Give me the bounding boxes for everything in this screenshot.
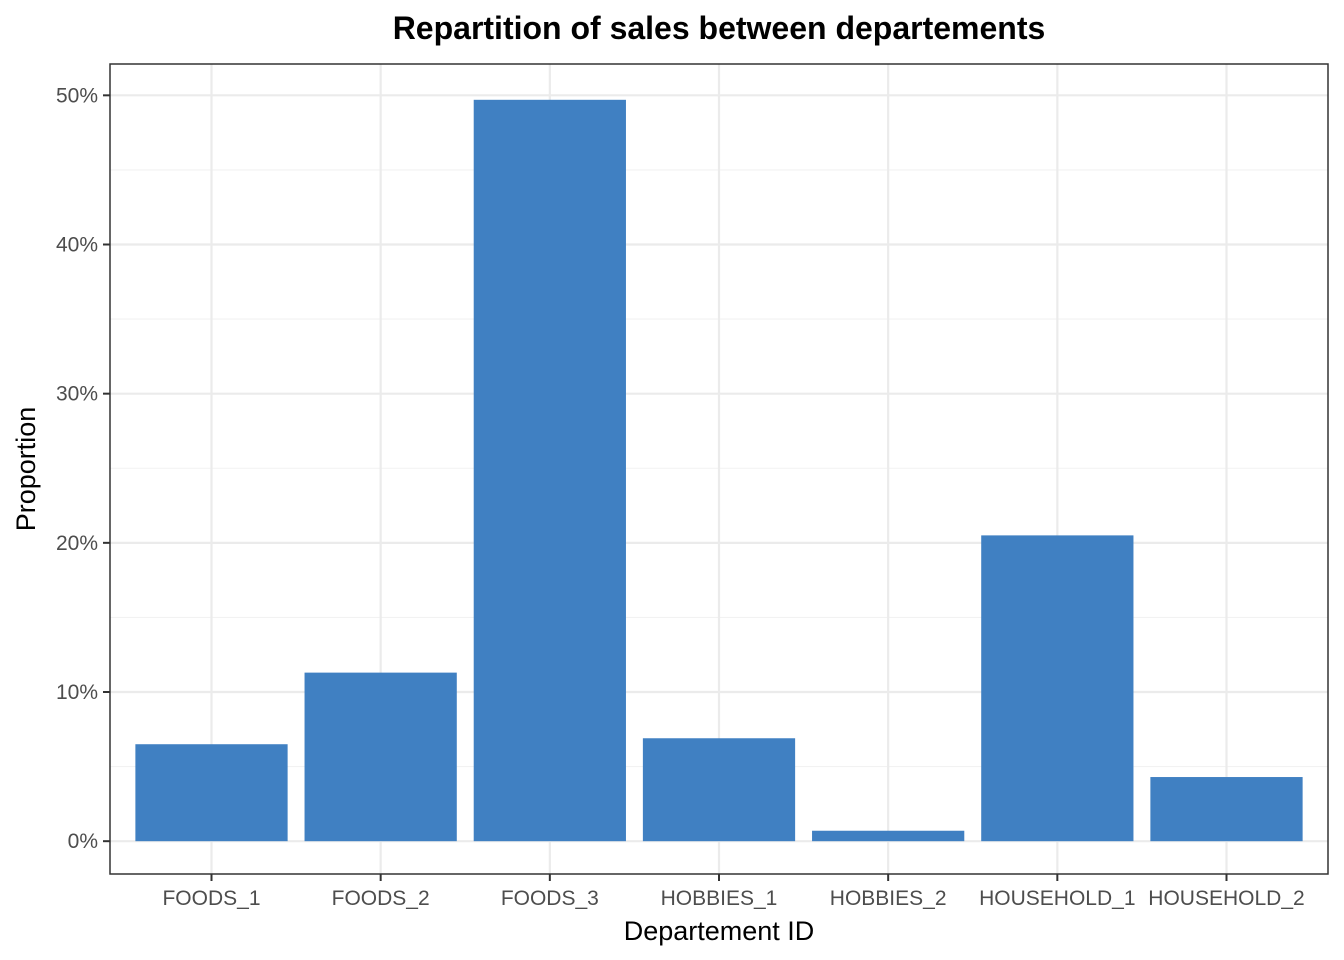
y-tick-label: 0% <box>68 830 98 853</box>
y-tick-label: 30% <box>56 383 98 406</box>
bar-foods-2 <box>304 672 457 842</box>
bar-foods-3 <box>473 99 626 842</box>
x-tick-label: FOODS_2 <box>332 887 430 910</box>
y-tick-label: 50% <box>56 84 98 107</box>
bars <box>135 99 1303 842</box>
x-tick-label: FOODS_3 <box>501 887 599 910</box>
x-axis-ticks: FOODS_1 FOODS_2 FOODS_3 HOBBIES_1 HOBBIES_2 H… <box>162 874 1305 910</box>
y-tick-label: 40% <box>56 233 98 256</box>
bar-household-1 <box>981 535 1134 842</box>
y-axis-title: Proportion <box>11 407 41 532</box>
x-tick-label: HOBBIES_1 <box>661 887 778 910</box>
x-axis-title: Departement ID <box>624 916 815 946</box>
bar-foods-1 <box>135 744 288 842</box>
y-tick-label: 10% <box>56 681 98 704</box>
bar-hobbies-1 <box>642 738 796 842</box>
chart-title: Repartition of sales between departement… <box>393 10 1046 46</box>
x-tick-label: HOUSEHOLD_1 <box>979 887 1135 910</box>
bar-household-2 <box>1150 777 1303 842</box>
y-axis-ticks: 0% 10% 20% 30% 40% 50% <box>56 84 110 853</box>
x-tick-label: FOODS_1 <box>162 887 260 910</box>
bar-hobbies-2 <box>812 830 965 842</box>
x-tick-label: HOUSEHOLD_2 <box>1148 887 1304 910</box>
y-tick-label: 20% <box>56 532 98 555</box>
x-tick-label: HOBBIES_2 <box>830 887 947 910</box>
